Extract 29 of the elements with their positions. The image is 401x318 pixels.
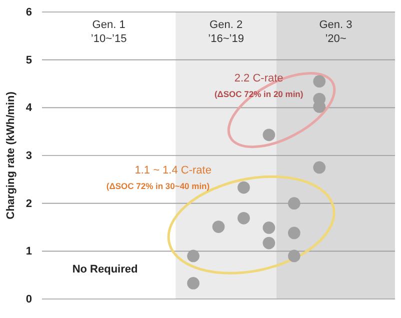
annotation: Gen. 1 ’10~’15 (90, 19, 127, 45)
point (187, 250, 200, 262)
annotation: Gen. 3 ’20~ (319, 19, 352, 45)
annotation: 1.1 ~ 1.4 C-rate (134, 164, 212, 177)
y-tick-label: 4 (26, 102, 33, 114)
y-tick-label: 2 (26, 198, 32, 210)
y-axis-title: Charging rate (kWh/min) (5, 91, 17, 220)
point (262, 128, 276, 142)
annotation: (ΔSOC 72% in 30~40 min) (106, 180, 210, 191)
point (187, 277, 200, 290)
point (238, 181, 250, 194)
point (212, 220, 225, 233)
annotation: 2.2 C-rate (234, 72, 284, 84)
annotation: No Required (72, 264, 138, 276)
y-tick-label: 5 (26, 54, 32, 66)
y-tick-label: 3 (26, 150, 32, 162)
point (288, 226, 300, 240)
point (288, 250, 300, 262)
point (262, 236, 276, 250)
point (313, 161, 326, 174)
point (313, 75, 326, 88)
annotation: Gen. 2 ’16~’19 (208, 19, 244, 45)
y-tick-label: 6 (26, 6, 32, 19)
annotation: (ΔSOC 72% in 20 min) (214, 89, 304, 100)
y-tick-label: 1 (26, 246, 32, 258)
point (238, 212, 250, 224)
point (262, 222, 276, 234)
point (288, 197, 300, 210)
y-tick-label: 0 (26, 294, 32, 306)
